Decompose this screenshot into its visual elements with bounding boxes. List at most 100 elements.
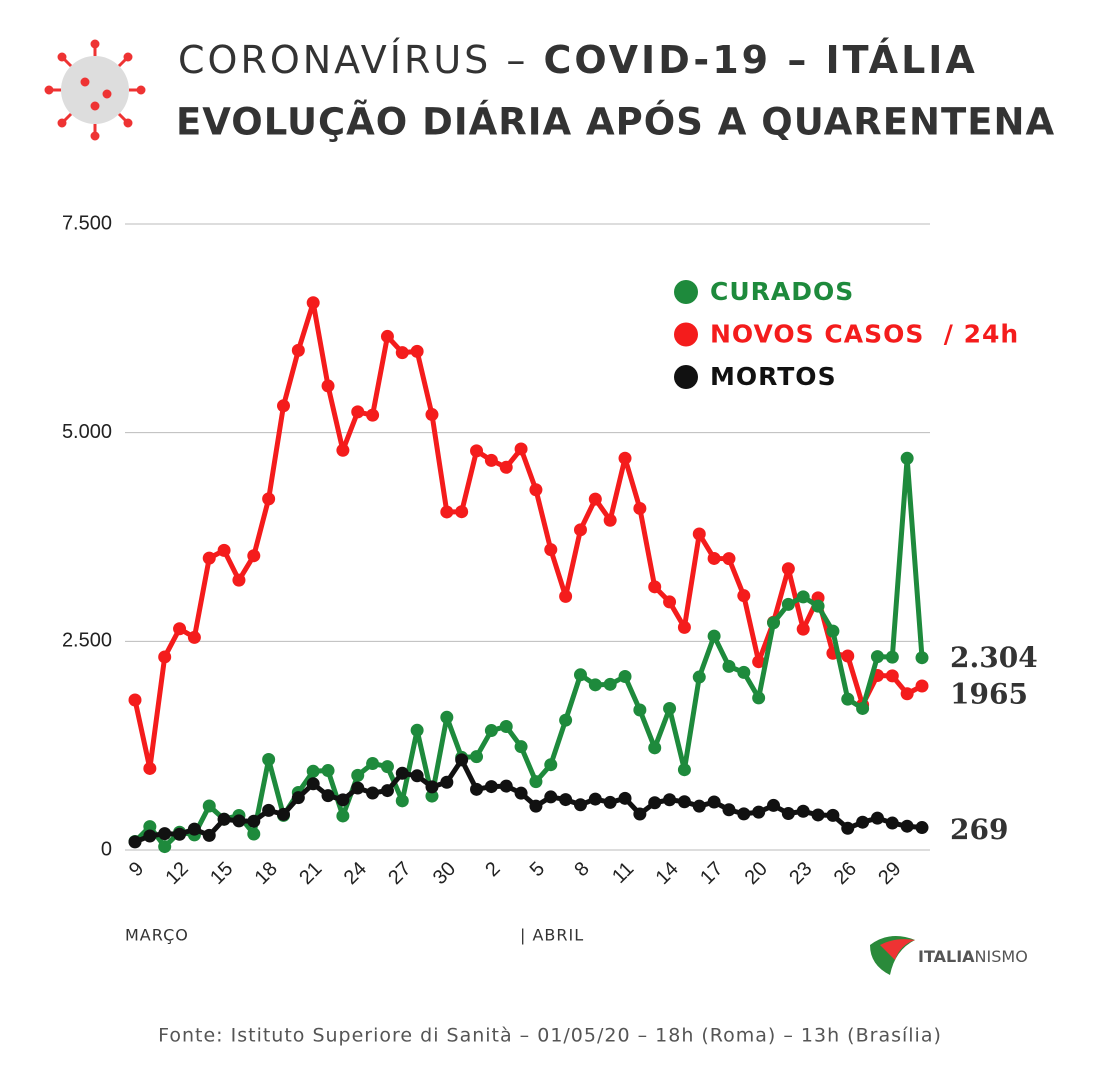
data-point xyxy=(559,589,573,603)
series-line xyxy=(132,300,924,771)
data-point xyxy=(217,543,231,557)
data-point xyxy=(677,620,691,634)
data-point xyxy=(484,724,498,738)
data-point xyxy=(559,793,573,807)
data-point xyxy=(900,819,914,833)
data-point xyxy=(173,622,187,636)
data-point xyxy=(425,408,439,422)
data-point xyxy=(366,408,380,422)
data-point xyxy=(336,809,350,823)
data-point xyxy=(692,527,706,541)
data-point xyxy=(306,296,320,310)
data-point xyxy=(336,443,350,457)
data-point xyxy=(380,760,394,774)
data-point xyxy=(455,505,469,519)
legend-label: NOVOS CASOS / 24h xyxy=(710,320,1019,349)
source: Fonte: Istituto Superiore di Sanità – 01… xyxy=(158,1025,942,1047)
data-point xyxy=(618,791,632,805)
x-tick-label: 18 xyxy=(251,858,282,889)
data-point xyxy=(767,616,781,630)
data-point xyxy=(158,840,172,854)
data-point xyxy=(900,451,914,465)
data-point xyxy=(455,753,469,767)
data-point xyxy=(306,777,320,791)
data-point xyxy=(158,827,172,841)
data-point xyxy=(499,719,513,733)
data-point xyxy=(796,622,810,636)
data-point xyxy=(648,741,662,755)
data-point xyxy=(395,794,409,808)
data-point xyxy=(603,513,617,527)
data-point xyxy=(128,835,142,849)
data-point xyxy=(440,710,454,724)
data-point xyxy=(915,651,929,665)
data-point xyxy=(247,827,261,841)
data-point xyxy=(841,649,855,663)
data-point xyxy=(796,804,810,818)
legend-marker xyxy=(674,322,698,347)
data-point xyxy=(380,784,394,798)
data-point xyxy=(276,807,290,821)
data-point xyxy=(856,701,870,715)
data-point xyxy=(588,792,602,806)
data-point xyxy=(618,451,632,465)
logo-light: NISMO xyxy=(975,947,1028,966)
data-point xyxy=(781,807,795,821)
data-point xyxy=(707,629,721,643)
y-tick-label: 2.500 xyxy=(62,630,112,652)
data-point xyxy=(366,757,380,771)
y-tick-label: 5.000 xyxy=(62,421,112,443)
x-tick-label: 11 xyxy=(608,858,638,888)
x-tick-label: 5 xyxy=(526,858,549,881)
virus-icon xyxy=(44,39,146,141)
data-point xyxy=(291,791,305,805)
data-point xyxy=(856,815,870,829)
data-point xyxy=(692,670,706,684)
data-point xyxy=(603,795,617,809)
data-point xyxy=(752,655,766,669)
data-point xyxy=(663,702,677,716)
data-point xyxy=(544,543,558,557)
data-point xyxy=(870,650,884,664)
data-point xyxy=(737,589,751,603)
y-tick-label: 7.500 xyxy=(62,212,112,234)
data-point xyxy=(514,786,528,800)
data-point xyxy=(173,827,187,841)
data-point xyxy=(291,343,305,357)
month-label: | ABRIL xyxy=(520,926,584,945)
title: CORONAVÍRUS – COVID-19 – ITÁLIA xyxy=(178,38,978,82)
data-point xyxy=(915,821,929,835)
data-point xyxy=(158,650,172,664)
data-point xyxy=(217,812,231,826)
data-point xyxy=(707,795,721,809)
data-point xyxy=(470,444,484,458)
data-point xyxy=(202,828,216,842)
data-point xyxy=(247,549,261,563)
legend-marker xyxy=(674,280,698,304)
data-point xyxy=(143,820,157,834)
data-point xyxy=(262,492,276,506)
data-point xyxy=(885,669,899,683)
title-light: CORONAVÍRUS – xyxy=(178,38,528,82)
data-point xyxy=(841,692,855,706)
x-tick-label: 2 xyxy=(481,858,504,881)
data-point xyxy=(722,803,736,817)
data-point xyxy=(826,808,840,822)
legend-label: MORTOS xyxy=(710,362,837,391)
data-point xyxy=(737,665,751,679)
data-point xyxy=(618,669,632,683)
x-tick-label: 20 xyxy=(741,858,772,889)
data-point xyxy=(410,723,424,737)
data-point xyxy=(573,668,587,682)
data-point xyxy=(366,786,380,800)
data-point xyxy=(143,829,157,843)
data-point xyxy=(633,501,647,515)
data-point xyxy=(321,789,335,803)
value-label: 1965 xyxy=(950,677,1028,710)
virus-body xyxy=(61,56,129,124)
x-tick-label: 12 xyxy=(162,858,193,889)
data-point xyxy=(737,807,751,821)
data-point xyxy=(425,780,439,794)
data-point xyxy=(544,758,558,772)
data-point xyxy=(692,799,706,813)
